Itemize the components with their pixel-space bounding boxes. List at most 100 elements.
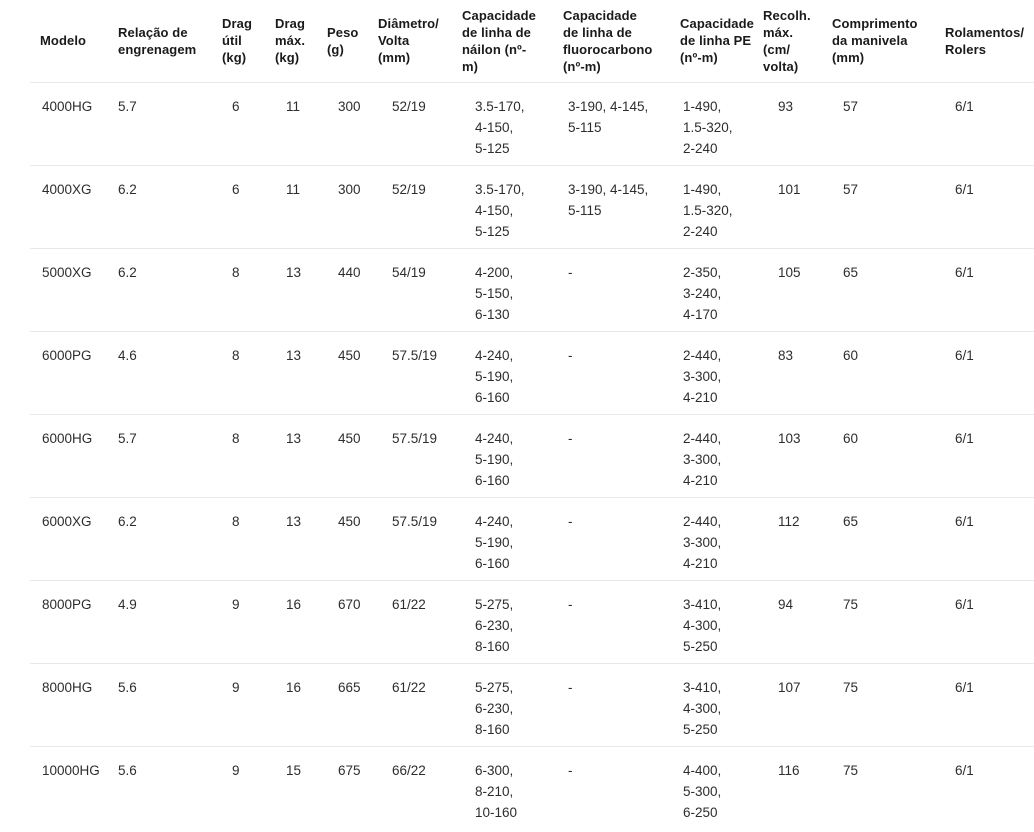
cell-nylon-capacity: 3.5-170, 4-150, 5-125: [462, 82, 563, 166]
column-header-modelo: Modelo: [30, 0, 118, 83]
cell-diameter-stroke: 61/22: [378, 663, 462, 747]
cell-diameter-stroke: 61/22: [378, 580, 462, 664]
cell-fluoro-capacity: -: [563, 331, 680, 415]
cell-fluoro-capacity: -: [563, 663, 680, 747]
column-header-diametro-volta: Diâmetro/ Volta (mm): [378, 0, 462, 83]
cell-fluoro-capacity: -: [563, 580, 680, 664]
cell-pe-capacity: 2-440, 3-300, 4-210: [680, 414, 763, 498]
cell-bearings: 6/1: [945, 165, 1034, 249]
cell-drag-max: 13: [275, 248, 327, 332]
cell-drag-util: 9: [222, 580, 275, 664]
cell-pe-capacity: 3-410, 4-300, 5-250: [680, 580, 763, 664]
cell-nylon-capacity: 4-200, 5-150, 6-130: [462, 248, 563, 332]
cell-gear-ratio: 5.6: [118, 762, 137, 778]
cell-handle-length: 57: [832, 165, 945, 249]
cell-pe-capacity: 2-440, 3-300, 4-210: [680, 331, 763, 415]
cell-model: 6000XG: [30, 497, 118, 581]
cell-drag-max: 11: [275, 82, 327, 166]
cell-model: 4000XG: [30, 165, 118, 249]
cell-model: 6000PG: [30, 331, 118, 415]
table-row: 6000PG 4.6 8 13 450 57.5/19 4-240, 5-190…: [30, 331, 1034, 415]
cell-nylon-capacity: 6-300, 8-210, 10-160: [475, 762, 518, 820]
cell-weight: 300: [327, 82, 378, 166]
cell-max-retrieve: 107: [763, 663, 832, 747]
cell-handle-length: 65: [832, 497, 945, 581]
cell-fluoro-capacity: -: [563, 414, 680, 498]
cell-weight: 450: [327, 331, 378, 415]
cell-drag-util: 9: [222, 663, 275, 747]
cell-drag-util: 9: [232, 762, 240, 778]
cell-gear-ratio: 6.2: [118, 497, 222, 581]
cell-model: 6000HG: [30, 414, 118, 498]
column-header-relacao-engrenagem: Relação de engrenagem: [118, 0, 222, 83]
cell-max-retrieve: 105: [763, 248, 832, 332]
cell-nylon-capacity: 5-275, 6-230, 8-160: [462, 663, 563, 747]
cell-weight: 300: [327, 165, 378, 249]
cell-weight: 440: [327, 248, 378, 332]
cell-nylon-capacity: 5-275, 6-230, 8-160: [462, 580, 563, 664]
cell-weight: 450: [327, 497, 378, 581]
cell-handle-length: 75: [832, 663, 945, 747]
cell-pe-capacity: 3-410, 4-300, 5-250: [680, 663, 763, 747]
cell-diameter-stroke: 52/19: [378, 82, 462, 166]
table-row: 4000HG 5.7 6 11 300 52/19 3.5-170, 4-150…: [30, 82, 1034, 166]
column-header-capacidade-nailon: Capacidade de linha de náilon (nº- m): [462, 0, 563, 83]
cell-nylon-capacity: 4-240, 5-190, 6-160: [462, 331, 563, 415]
cell-drag-max: 13: [275, 414, 327, 498]
cell-bearings: 6/1: [945, 331, 1034, 415]
cell-bearings: 6/1: [945, 497, 1034, 581]
cell-gear-ratio: 6.2: [118, 165, 222, 249]
table-row: 6000XG 6.2 8 13 450 57.5/19 4-240, 5-190…: [30, 497, 1034, 581]
cell-bearings: 6/1: [945, 82, 1034, 166]
cell-gear-ratio: 5.6: [118, 663, 222, 747]
cell-bearings: 6/1: [945, 663, 1034, 747]
cell-diameter-stroke: 52/19: [378, 165, 462, 249]
cell-weight: 450: [327, 414, 378, 498]
cell-drag-util: 8: [222, 248, 275, 332]
column-header-recolhimento-max: Recolh. máx. (cm/ volta): [763, 0, 832, 83]
cell-fluoro-capacity: -: [563, 248, 680, 332]
cell-bearings: 6/1: [945, 248, 1034, 332]
cell-drag-max: 16: [275, 663, 327, 747]
table-row: 6000HG 5.7 8 13 450 57.5/19 4-240, 5-190…: [30, 414, 1034, 498]
cell-weight: 670: [327, 580, 378, 664]
cell-max-retrieve: 93: [763, 82, 832, 166]
cell-diameter-stroke: 66/22: [392, 762, 426, 778]
cell-model: 4000HG: [30, 82, 118, 166]
cell-weight: 665: [327, 663, 378, 747]
table-row: 8000HG 5.6 9 16 665 61/22 5-275, 6-230, …: [30, 663, 1034, 747]
cell-gear-ratio: 5.7: [118, 82, 222, 166]
cell-nylon-capacity: 4-240, 5-190, 6-160: [462, 497, 563, 581]
cell-model: 10000HG: [42, 762, 100, 778]
cell-handle-length: 75: [843, 762, 859, 778]
cell-drag-util: 8: [222, 331, 275, 415]
cell-diameter-stroke: 57.5/19: [378, 497, 462, 581]
cell-pe-capacity: 1-490, 1.5-320, 2-240: [680, 165, 763, 249]
cell-gear-ratio: 4.9: [118, 580, 222, 664]
cell-fluoro-capacity: -: [563, 497, 680, 581]
cell-handle-length: 60: [832, 414, 945, 498]
cell-max-retrieve: 101: [763, 165, 832, 249]
cell-nylon-capacity: 3.5-170, 4-150, 5-125: [462, 165, 563, 249]
cell-bearings: 6/1: [945, 414, 1034, 498]
cell-gear-ratio: 4.6: [118, 331, 222, 415]
cell-pe-capacity: 4-400, 5-300, 6-250: [683, 762, 722, 820]
cell-pe-capacity: 2-350, 3-240, 4-170: [680, 248, 763, 332]
table-row: 4000XG 6.2 6 11 300 52/19 3.5-170, 4-150…: [30, 165, 1034, 249]
cell-drag-util: 8: [222, 414, 275, 498]
cell-model: 8000PG: [30, 580, 118, 664]
table-header-row: Modelo Relação de engrenagem Drag útil (…: [30, 0, 1034, 83]
cell-nylon-capacity: 4-240, 5-190, 6-160: [462, 414, 563, 498]
cell-max-retrieve: 94: [763, 580, 832, 664]
reel-spec-table: Modelo Relação de engrenagem Drag útil (…: [30, 0, 1034, 832]
column-header-rolamentos: Rolamentos/ Rolers: [945, 0, 1034, 83]
cell-model: 8000HG: [30, 663, 118, 747]
cell-gear-ratio: 6.2: [118, 248, 222, 332]
cell-diameter-stroke: 57.5/19: [378, 331, 462, 415]
cell-diameter-stroke: 54/19: [378, 248, 462, 332]
column-header-capacidade-fluorocarbono: Capacidade de linha de fluorocarbono (nº…: [563, 0, 680, 83]
cell-handle-length: 65: [832, 248, 945, 332]
cell-drag-max: 15: [286, 762, 302, 778]
table-row: 5000XG 6.2 8 13 440 54/19 4-200, 5-150, …: [30, 248, 1034, 332]
